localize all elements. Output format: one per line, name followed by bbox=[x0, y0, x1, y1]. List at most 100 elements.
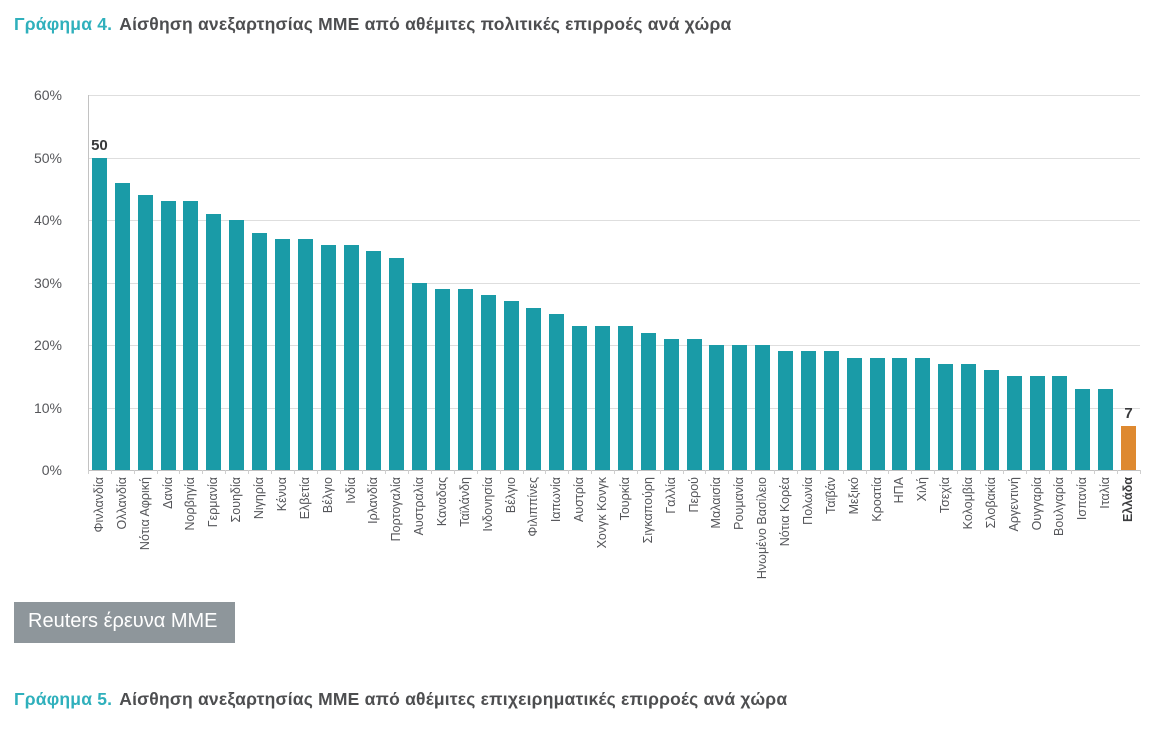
bar-Νιγηρία bbox=[252, 232, 268, 470]
x-axis-tick bbox=[705, 470, 707, 474]
x-axis-label-Τουρκία: Τουρκία bbox=[617, 477, 632, 521]
y-axis-line bbox=[88, 95, 89, 470]
x-axis-label-Βουλγαρία: Βουλγαρία bbox=[1052, 477, 1067, 536]
x-axis-tick bbox=[156, 470, 158, 474]
x-axis-label-Πορτογαλία: Πορτογαλία bbox=[389, 477, 404, 542]
x-axis-tick bbox=[270, 470, 272, 474]
bar-Γερμανία bbox=[206, 213, 222, 470]
x-axis-tick bbox=[682, 470, 684, 474]
bar-Ινδονησία bbox=[480, 295, 496, 470]
x-axis-label-Ιρλανδία: Ιρλανδία bbox=[366, 477, 381, 524]
source-badge: Reuters έρευνα ΜΜΕ bbox=[14, 602, 235, 643]
bar-Ιταλία bbox=[1098, 388, 1114, 470]
bar-Ηνωμένο Βασίλειο bbox=[755, 345, 771, 470]
bar-Αυστρία bbox=[572, 326, 588, 470]
x-axis-tick bbox=[1048, 470, 1050, 474]
x-axis-label-Ελλάδα: Ελλάδα bbox=[1121, 477, 1136, 523]
x-axis-tick bbox=[728, 470, 730, 474]
bar-Νότια Αφρική bbox=[137, 195, 153, 470]
x-axis-tick bbox=[934, 470, 936, 474]
bar-Φινλανδία bbox=[91, 157, 107, 470]
chart4-heading: Γράφημα 4. Αίσθηση ανεξαρτησίας ΜΜΕ από α… bbox=[14, 14, 732, 35]
bar-Χιλή bbox=[915, 357, 931, 470]
x-axis-label-Ολλανδία: Ολλανδία bbox=[114, 477, 129, 530]
bar-Δανία bbox=[160, 201, 176, 470]
x-axis-tick bbox=[522, 470, 524, 474]
bar-Κολομβία bbox=[960, 363, 976, 470]
x-axis-label-Καναδας: Καναδας bbox=[434, 477, 449, 527]
bar-Φιλιππίνες bbox=[526, 307, 542, 470]
x-axis-tick bbox=[796, 470, 798, 474]
x-axis-tick bbox=[385, 470, 387, 474]
bar-ΗΠΑ bbox=[892, 357, 908, 470]
gridline-60 bbox=[88, 95, 1140, 96]
x-axis-tick bbox=[1025, 470, 1027, 474]
bar-Ιαπωνία bbox=[549, 313, 565, 470]
x-axis-label-Αυστρία: Αυστρία bbox=[572, 477, 587, 522]
x-axis-label-Κένυα: Κένυα bbox=[274, 477, 289, 512]
chart5-heading: Γράφημα 5. Αίσθηση ανεξαρτησίας ΜΜΕ από α… bbox=[14, 689, 787, 710]
x-axis-tick bbox=[979, 470, 981, 474]
x-axis-tick bbox=[1002, 470, 1004, 474]
x-axis-tick bbox=[110, 470, 112, 474]
y-axis-tick-label: 40% bbox=[33, 212, 62, 228]
x-axis-label-Ινδία: Ινδία bbox=[343, 477, 358, 504]
x-axis-label-Ρουμανία: Ρουμανία bbox=[732, 477, 747, 530]
bar-Ελλάδα bbox=[1121, 426, 1137, 470]
x-axis-label-Ηνωμένο Βασίλειο: Ηνωμένο Βασίλειο bbox=[755, 477, 770, 580]
x-axis-tick bbox=[133, 470, 135, 474]
gridline-10 bbox=[88, 407, 1140, 409]
bar-Τουρκία bbox=[617, 326, 633, 470]
x-axis-tick bbox=[408, 470, 410, 474]
x-axis-label-Νιγηρία: Νιγηρία bbox=[252, 477, 267, 520]
x-axis-label-Βέλγιο: Βέλγιο bbox=[503, 477, 518, 514]
bar-Σλοβακία bbox=[983, 370, 999, 470]
gridline-30 bbox=[88, 282, 1140, 284]
bar-Ιρλανδία bbox=[366, 251, 382, 470]
bar-Ισπανία bbox=[1075, 388, 1091, 470]
x-axis-tick bbox=[591, 470, 593, 474]
x-axis-tick bbox=[1071, 470, 1073, 474]
y-axis-tick-label: 30% bbox=[33, 274, 62, 291]
x-axis-tick bbox=[865, 470, 867, 474]
x-axis-label-Κροατία: Κροατία bbox=[869, 477, 884, 522]
x-axis-label-Ινδονησία: Ινδονησία bbox=[480, 477, 495, 532]
x-axis-tick bbox=[293, 470, 295, 474]
x-axis-label-Αυστραλία: Αυστραλία bbox=[412, 477, 427, 536]
x-axis-tick bbox=[911, 470, 913, 474]
x-axis-label-Πολωνία: Πολωνία bbox=[800, 477, 815, 525]
bar-Βουλγαρία bbox=[1052, 376, 1068, 470]
y-axis-tick-label: 60% bbox=[33, 87, 62, 103]
bar-Νότια Κορέα bbox=[778, 351, 794, 470]
x-axis-tick bbox=[248, 470, 250, 474]
chart5-number-label: Γράφημα 5. bbox=[14, 689, 113, 709]
x-axis-label-Χιλή: Χιλή bbox=[915, 477, 930, 502]
bar-Κροατία bbox=[869, 357, 885, 470]
bar-Βέλγιο bbox=[503, 301, 519, 470]
bar-Σουηδία bbox=[229, 220, 245, 470]
bar-Νορβηγία bbox=[183, 201, 199, 470]
bar-Ταϊλάνδη bbox=[457, 288, 473, 470]
x-axis-tick bbox=[179, 470, 181, 474]
x-axis-tick bbox=[202, 470, 204, 474]
x-axis-tick bbox=[659, 470, 661, 474]
x-axis-label-Ταϊλάνδη: Ταϊλάνδη bbox=[457, 477, 472, 527]
x-axis-tick bbox=[774, 470, 776, 474]
bar-value-label-7: 7 bbox=[1124, 405, 1133, 423]
x-axis-label-Σλοβακία: Σλοβακία bbox=[983, 477, 998, 529]
x-axis-label-Αργεντινή: Αργεντινή bbox=[1006, 477, 1021, 532]
x-axis-tick bbox=[636, 470, 638, 474]
y-axis-tick-label: 0% bbox=[41, 462, 62, 478]
gridline-50 bbox=[88, 157, 1140, 159]
bar-Ουγγαρία bbox=[1029, 376, 1045, 470]
x-axis-label-Κολομβία: Κολομβία bbox=[960, 477, 975, 530]
x-axis-tick bbox=[431, 470, 433, 474]
x-axis-label-Νότια Αφρική: Νότια Αφρική bbox=[137, 477, 152, 551]
bar-Γαλλία bbox=[663, 338, 679, 470]
x-axis-tick bbox=[362, 470, 364, 474]
bar-Ταϊβάν bbox=[823, 351, 839, 470]
bar-Μαλαισία bbox=[709, 345, 725, 470]
gridline-20 bbox=[88, 345, 1140, 346]
bar-Ολλανδία bbox=[114, 182, 130, 470]
